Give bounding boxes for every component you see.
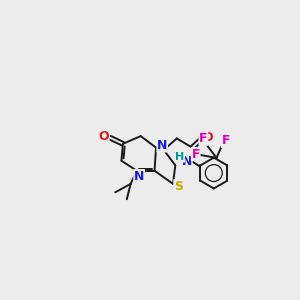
Text: N: N	[134, 169, 144, 183]
Text: O: O	[202, 131, 213, 144]
Text: S: S	[174, 180, 183, 193]
Text: F: F	[221, 134, 230, 148]
Text: F: F	[199, 132, 208, 145]
Text: F: F	[191, 148, 200, 160]
Text: N: N	[182, 155, 192, 168]
Text: N: N	[157, 139, 167, 152]
Text: H: H	[175, 152, 184, 162]
Text: O: O	[98, 130, 109, 143]
